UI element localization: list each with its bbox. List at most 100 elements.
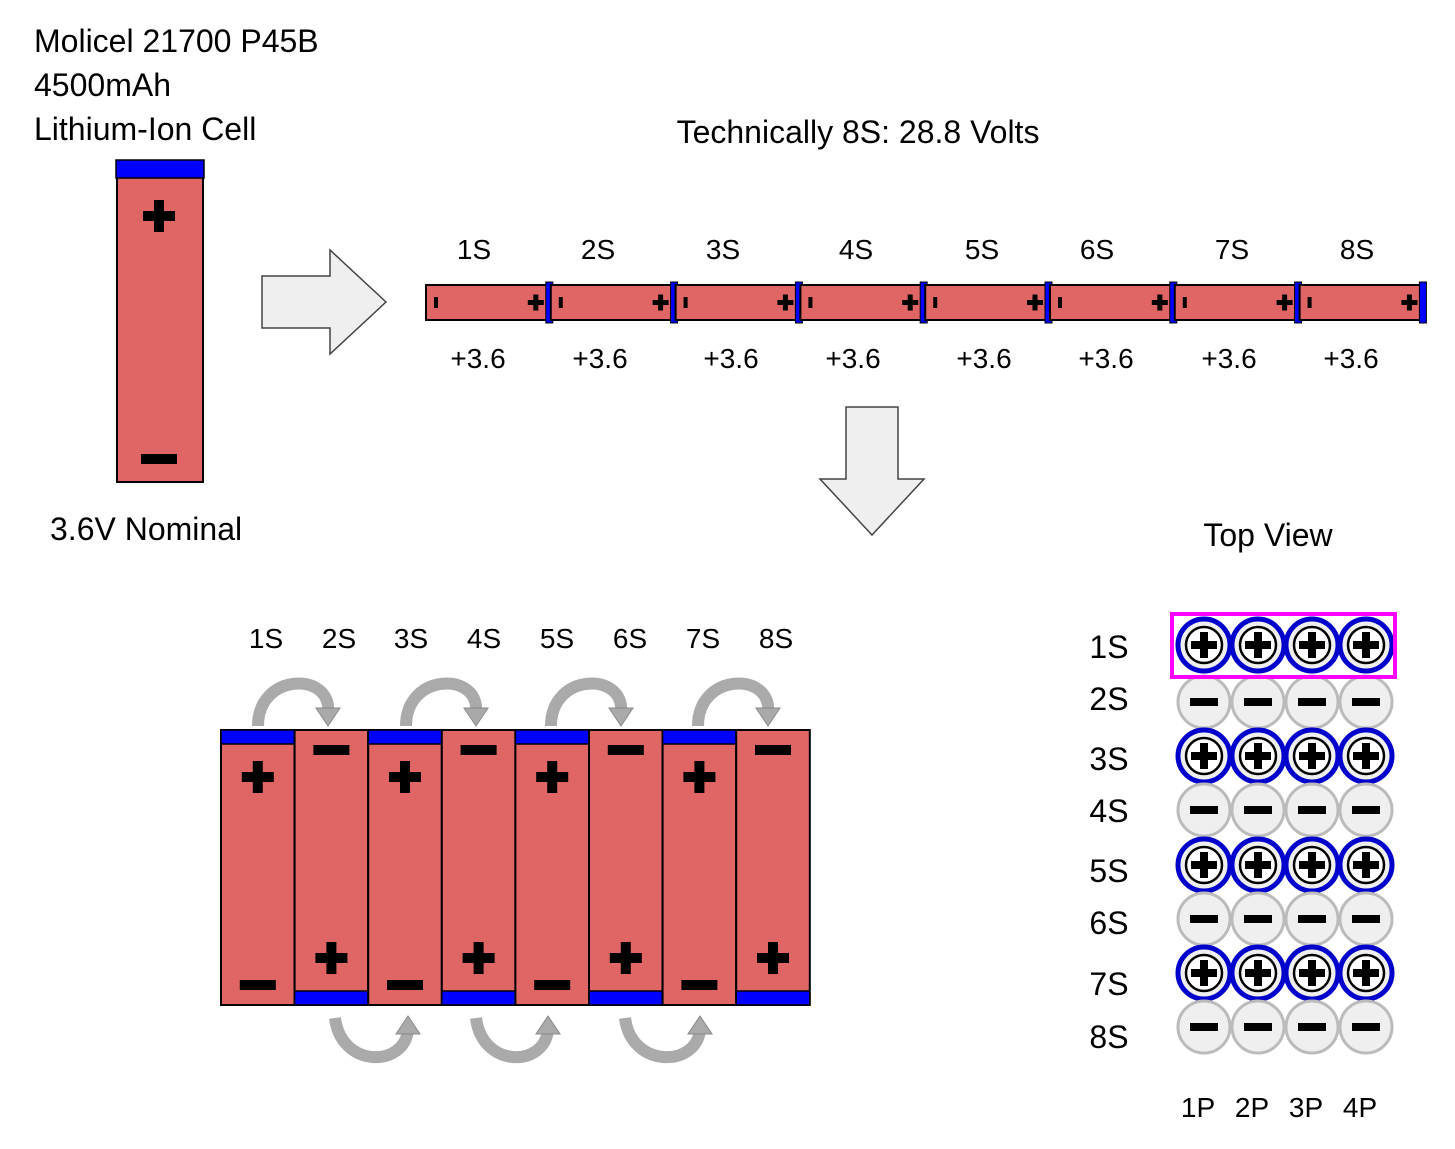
- pack-label-4s: 4S: [467, 623, 501, 654]
- down-arrow-icon: [818, 406, 926, 537]
- cell-top-negative: [1230, 782, 1286, 838]
- minus-terminal-icon: [141, 454, 177, 464]
- pack-cell-8s: [735, 729, 811, 1006]
- pack-cell-3s: [367, 729, 443, 1006]
- terminal-cap: [1418, 281, 1427, 324]
- cell-top-negative: [1338, 891, 1394, 947]
- cell-top-positive: [1229, 836, 1287, 894]
- pack-cell-7s: [661, 729, 738, 1006]
- strip-voltage-5: +3.6: [956, 343, 1011, 374]
- strip-cell: [1173, 281, 1303, 324]
- cell-top-negative: [1284, 891, 1340, 947]
- cell-top-positive: [1175, 944, 1233, 1002]
- cell-title-line-3: Lithium-Ion Cell: [34, 111, 256, 147]
- strip-voltage-4: +3.6: [825, 343, 880, 374]
- top-col-label-3p: 3P: [1289, 1092, 1323, 1123]
- curved-arrow-icon: [329, 1015, 421, 1064]
- cell-top-negative: [1176, 891, 1232, 947]
- pack-cell-2s: [293, 729, 370, 1006]
- pack-cell-4s: [440, 729, 517, 1006]
- strip-label-4s: 4S: [839, 234, 873, 265]
- cell-top-positive: [1337, 944, 1395, 1002]
- cell-top-positive: [1283, 727, 1341, 785]
- minus-terminal-icon: [1190, 698, 1218, 706]
- minus-terminal-icon: [1244, 806, 1272, 814]
- cell-top-negative: [1230, 674, 1286, 730]
- minus-terminal-icon: [1352, 915, 1380, 923]
- curved-arrow-icon: [619, 1015, 713, 1064]
- terminal-cap: [441, 990, 517, 1006]
- terminal-cap: [220, 729, 296, 745]
- cell-top-negative: [1338, 674, 1394, 730]
- strip-voltage-7: +3.6: [1201, 343, 1256, 374]
- minus-terminal-icon: [1307, 297, 1312, 308]
- minus-terminal-icon: [1244, 915, 1272, 923]
- strip-cell: [674, 281, 803, 324]
- terminal-cap: [661, 729, 737, 745]
- terminal-cap: [514, 729, 590, 745]
- pack-side-view: [220, 729, 811, 1006]
- cell-top-positive: [1229, 727, 1287, 785]
- cell-top-positive: [1337, 616, 1395, 674]
- cell-top-negative: [1176, 674, 1232, 730]
- minus-terminal-icon: [683, 297, 688, 308]
- pack-cell-6s: [588, 729, 664, 1006]
- cell-top-negative: [1338, 999, 1394, 1055]
- cell-top-negative: [1176, 999, 1232, 1055]
- strip-voltage-6: +3.6: [1078, 343, 1133, 374]
- strip-cell: [1049, 281, 1178, 324]
- cell-top-positive: [1175, 616, 1233, 674]
- series-strip-title: Technically 8S: 28.8 Volts: [677, 114, 1040, 150]
- pack-label-6s: 6S: [613, 623, 647, 654]
- cell-top-positive: [1175, 727, 1233, 785]
- pack-label-5s: 5S: [540, 623, 574, 654]
- strip-voltage-1: +3.6: [450, 343, 505, 374]
- minus-terminal-icon: [558, 297, 563, 308]
- cell-top-positive: [1175, 836, 1233, 894]
- minus-terminal-icon: [534, 980, 571, 990]
- top-row-label-7s: 7S: [1089, 966, 1128, 1002]
- strip-label-1s: 1S: [457, 234, 491, 265]
- minus-terminal-icon: [1244, 698, 1272, 706]
- cell-top-negative: [1176, 782, 1232, 838]
- strip-label-7s: 7S: [1215, 234, 1249, 265]
- pack-cell-5s: [514, 729, 591, 1006]
- curved-arrow-icon: [545, 677, 634, 727]
- terminal-cap: [367, 729, 443, 745]
- minus-terminal-icon: [1352, 698, 1380, 706]
- cell-top-negative: [1230, 999, 1286, 1055]
- strip-voltage-2: +3.6: [572, 343, 627, 374]
- top-row-label-5s: 5S: [1089, 853, 1128, 889]
- top-col-label-4p: 4P: [1343, 1092, 1377, 1123]
- cell-top-negative: [1284, 782, 1340, 838]
- top-row-label-8s: 8S: [1089, 1019, 1128, 1055]
- strip-cell: [799, 281, 928, 324]
- terminal-cap: [588, 990, 664, 1006]
- pack-label-1s: 1S: [249, 623, 283, 654]
- minus-terminal-icon: [460, 745, 497, 755]
- curved-arrow-icon: [252, 677, 341, 727]
- top-col-label-1p: 1P: [1181, 1092, 1215, 1123]
- curved-arrow-icon: [400, 677, 489, 727]
- top-row-label-4s: 4S: [1089, 793, 1128, 829]
- nominal-voltage-label: 3.6V Nominal: [50, 511, 242, 547]
- minus-terminal-icon: [1298, 1023, 1326, 1031]
- minus-terminal-icon: [1352, 806, 1380, 814]
- curved-arrow-icon: [692, 677, 781, 727]
- minus-terminal-icon: [933, 297, 938, 308]
- cell-top-positive: [1229, 616, 1287, 674]
- top-view-grid: [1175, 616, 1395, 1055]
- top-view-title: Top View: [1203, 517, 1333, 553]
- minus-terminal-icon: [1352, 1023, 1380, 1031]
- minus-terminal-icon: [755, 745, 791, 755]
- top-row-label-2s: 2S: [1089, 681, 1128, 717]
- minus-terminal-icon: [607, 745, 644, 755]
- cell-top-negative: [1230, 891, 1286, 947]
- strip-voltage-8: +3.6: [1323, 343, 1378, 374]
- cell-title-line-2: 4500mAh: [34, 67, 171, 103]
- row-highlight-box: [1170, 612, 1397, 679]
- minus-terminal-icon: [1190, 1023, 1218, 1031]
- strip-voltage-3: +3.6: [703, 343, 758, 374]
- minus-terminal-icon: [1058, 297, 1062, 308]
